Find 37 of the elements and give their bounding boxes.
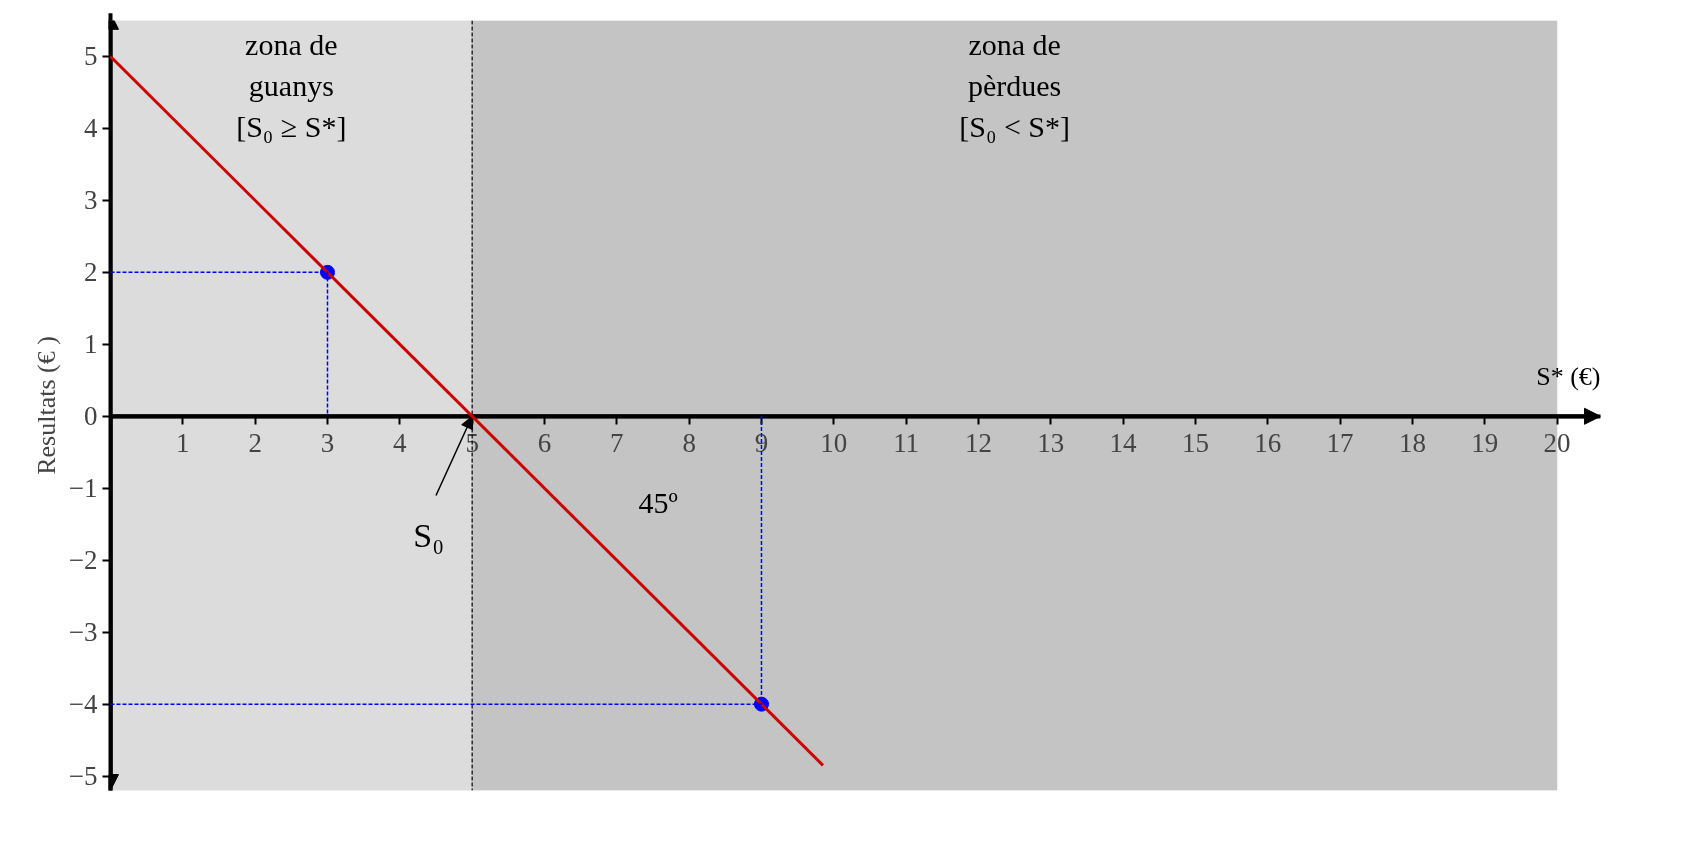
x-tick-label: 11: [893, 428, 920, 459]
x-tick-label: 17: [1326, 428, 1354, 459]
y-tick-label: 3: [84, 185, 98, 216]
x-tick-label: 14: [1109, 428, 1138, 459]
x-tick-label: 5: [465, 428, 479, 459]
x-tick-label: 20: [1543, 428, 1571, 459]
x-tick-label: 16: [1254, 428, 1282, 459]
x-tick-label: 6: [537, 428, 552, 459]
annotation: 45º: [638, 486, 678, 520]
x-tick-label: 18: [1398, 428, 1426, 459]
x-tick-label: 10: [820, 428, 848, 459]
y-tick-label: −2: [68, 545, 98, 576]
y-tick-label: 2: [84, 257, 98, 288]
x-axis-title: S* (€): [1536, 362, 1601, 392]
x-tick-label: 8: [682, 428, 696, 459]
x-tick-label: 19: [1471, 428, 1499, 459]
y-tick-label: −3: [68, 617, 98, 648]
x-tick-label: 13: [1037, 428, 1065, 459]
x-tick-label: 9: [754, 428, 769, 459]
y-tick-label: 1: [84, 329, 98, 360]
x-tick-label: 15: [1181, 428, 1209, 459]
band-label: zona de guanys [S₀ ≥ S*]: [236, 27, 347, 144]
y-tick-label: −1: [68, 473, 98, 504]
y-tick-label: 0: [84, 401, 98, 432]
x-tick-label: 3: [320, 428, 335, 459]
x-tick-label: 4: [393, 428, 408, 459]
y-tick-label: −5: [68, 761, 98, 792]
y-axis-title: Resultats (€ ): [31, 336, 61, 475]
y-tick-label: 4: [84, 113, 98, 144]
x-tick-label: 2: [248, 428, 262, 459]
annotation: S₀: [413, 517, 445, 555]
y-tick-label: −4: [68, 689, 98, 720]
x-tick-label: 1: [176, 428, 190, 459]
x-tick-label: 12: [964, 428, 992, 459]
band-label: zona de pèrdues [S₀ < S*]: [959, 27, 1070, 144]
y-tick-label: 5: [84, 41, 98, 72]
x-tick-label: 7: [610, 428, 624, 459]
